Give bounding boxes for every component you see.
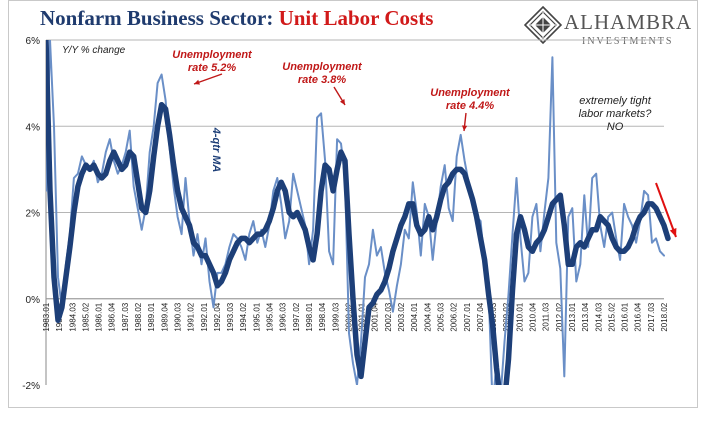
annotation-line: extremely tight (579, 95, 651, 107)
x-tick-label: 1992.04 (213, 302, 222, 331)
x-tick-label: 1992.01 (200, 302, 209, 331)
title-main: Nonfarm Business Sector: (40, 6, 274, 30)
x-tick-label: 1988.02 (134, 302, 143, 331)
x-tick-label: 1989.04 (160, 302, 169, 331)
x-tick-label: 1986.01 (95, 302, 104, 331)
trend-arrow (655, 182, 677, 238)
y-tick-label: 0% (26, 295, 41, 306)
x-tick-label: 1985.02 (81, 302, 90, 331)
series-line-yoy (46, 40, 665, 385)
annotation-u44: Unemployment rate 4.4% (430, 87, 511, 112)
chart-title: Nonfarm Business Sector: Unit Labor Cost… (40, 6, 433, 31)
y-tick-label: 2% (26, 209, 41, 220)
annotation-line: rate 3.8% (298, 74, 347, 86)
x-tick-label: 2002.03 (384, 302, 393, 331)
annotation-line: rate 4.4% (446, 100, 495, 112)
annotation-line: 4-qtr MA (210, 127, 222, 173)
x-tick-label: 1989.01 (147, 302, 156, 331)
x-tick-label: 1984.03 (68, 302, 77, 331)
y-tick-label: 4% (26, 122, 41, 133)
x-tick-label: 1995.01 (252, 302, 261, 331)
annotation-line: NO (607, 121, 624, 133)
x-tick-label: 2007.04 (476, 302, 485, 331)
x-tick-label: 2007.01 (463, 302, 472, 331)
x-tick-label: 1991.02 (187, 302, 196, 331)
x-tick-label: 2012.02 (555, 302, 564, 331)
x-tick-label: 1987.03 (121, 302, 130, 331)
x-tick-label: 2004.04 (423, 302, 432, 331)
x-tick-label: 1994.02 (239, 302, 248, 331)
x-tick-label: 1998.04 (318, 302, 327, 331)
annotation-ma: 4-qtr MA (210, 127, 222, 173)
y-tick-label: -2% (22, 381, 40, 392)
x-tick-label: 2003.02 (397, 302, 406, 331)
annotation-line: rate 5.2% (188, 62, 237, 74)
x-tick-label: 2017.03 (647, 302, 656, 331)
x-tick-label: 2016.04 (634, 302, 643, 331)
x-tick-label: 2018.02 (660, 302, 669, 331)
y-tick-label: 6% (26, 36, 41, 47)
annotation-u52: Unemployment rate 5.2% (172, 49, 253, 74)
x-tick-label: 2011.03 (542, 302, 551, 331)
logo-subtitle: INVESTMENTS (582, 36, 674, 47)
x-tick-label: 2006.02 (450, 302, 459, 331)
annotation-u38: Unemployment rate 3.8% (282, 61, 363, 86)
trend-arrowhead (669, 228, 677, 237)
x-tick-label: 2013.04 (581, 302, 590, 331)
x-tick-label: 1983.01 (42, 302, 51, 331)
annotation-arrowhead (339, 99, 345, 105)
x-tick-label: 2013.01 (568, 302, 577, 331)
x-tick-label: 2016.01 (621, 302, 630, 331)
x-tick-label: 1996.03 (279, 302, 288, 331)
x-tick-label: 2001.04 (371, 302, 380, 331)
x-tick-label: 2010.01 (515, 302, 524, 331)
x-tick-label: 1986.04 (108, 302, 117, 331)
x-tick-label: 1993.03 (226, 302, 235, 331)
logo-diamond-icon (523, 5, 563, 45)
logo-name: ALHAMBRA (564, 10, 693, 34)
x-tick-label: 2010.04 (529, 302, 538, 331)
x-tick-label: 1990.03 (173, 302, 182, 331)
y-axis-label: Y/Y % change (62, 45, 126, 56)
series-line-4qtr-ma (46, 40, 671, 385)
x-tick-label: 1995.04 (266, 302, 275, 331)
annotation-tight: extremely tight labor markets? NO (579, 95, 653, 133)
annotation-line: labor markets? (579, 108, 653, 120)
x-tick-label: 2004.01 (410, 302, 419, 331)
annotation-line: Unemployment (172, 49, 253, 61)
annotation-line: Unemployment (282, 61, 363, 73)
x-tick-label: 1998.01 (305, 302, 314, 331)
x-tick-label: 1997.02 (292, 302, 301, 331)
x-tick-label: 2014.03 (594, 302, 603, 331)
x-tick-label: 2015.02 (607, 302, 616, 331)
title-accent: Unit Labor Costs (278, 6, 434, 30)
annotation-arrowhead (462, 125, 468, 131)
alhambra-logo: ALHAMBRA INVESTMENTS (523, 5, 694, 50)
x-tick-label: 2005.03 (436, 302, 445, 331)
annotation-line: Unemployment (430, 87, 511, 99)
annotation-arrowhead (194, 79, 200, 85)
x-tick-label: 1999.03 (331, 302, 340, 331)
